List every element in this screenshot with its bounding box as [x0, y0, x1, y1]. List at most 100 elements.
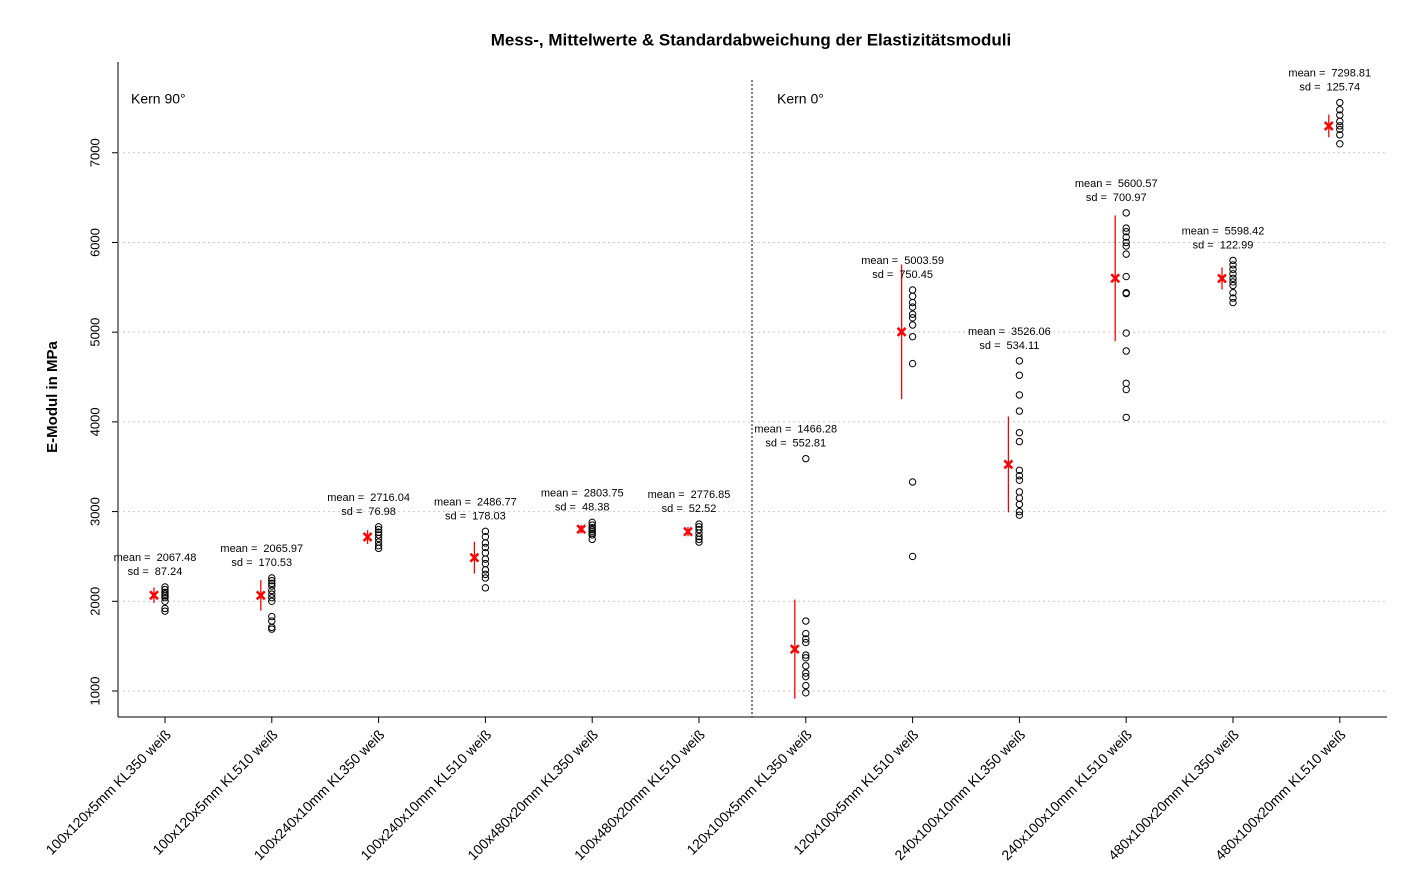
x-tick-label: 100x120x5mm KL510 weiß	[149, 726, 280, 857]
data-point	[908, 303, 917, 311]
mean-value: 2486.77	[477, 496, 517, 508]
mean-text: mean =	[220, 543, 257, 555]
mean-annotation: mean = 5598.42	[1182, 225, 1265, 237]
sd-value: 87.24	[155, 566, 183, 578]
sd-text: sd =	[765, 438, 786, 450]
data-point	[1336, 122, 1344, 130]
data-point	[1122, 413, 1130, 422]
mean-marker	[576, 524, 587, 535]
data-point	[695, 525, 703, 534]
data-point	[908, 310, 917, 318]
data-point	[1122, 242, 1130, 250]
mean-text: mean =	[968, 326, 1005, 338]
data-point	[481, 566, 490, 574]
sd-text: sd =	[445, 510, 466, 522]
sd-annotation: sd = 552.81	[765, 438, 826, 450]
data-point	[1015, 507, 1024, 516]
y-tick-label: 1000	[87, 677, 102, 706]
data-point	[374, 531, 383, 539]
data-point	[802, 681, 810, 690]
data-point	[802, 669, 810, 677]
sd-value: 552.81	[793, 438, 827, 450]
sd-annotation: sd = 534.11	[979, 340, 1039, 352]
data-point	[1015, 437, 1024, 446]
data-point	[1015, 391, 1024, 399]
mean-annotation: mean = 1466.28	[754, 424, 837, 436]
x-tick-label: 120x100x5mm KL350 weiß	[683, 726, 814, 857]
sd-text: sd =	[979, 340, 1000, 352]
sd-value: 170.53	[259, 557, 293, 569]
sd-annotation: sd = 52.52	[662, 503, 717, 515]
y-axis-label: E-Modul in MPa	[44, 341, 61, 453]
mean-text: mean =	[1182, 225, 1219, 237]
mean-marker	[149, 590, 159, 601]
sd-value: 534.11	[1007, 340, 1040, 352]
panel-label: Kern 0°	[777, 91, 824, 107]
data-point	[1122, 233, 1130, 241]
sd-annotation: sd = 178.03	[445, 510, 506, 522]
sd-annotation: sd = 87.24	[128, 566, 183, 578]
data-point	[268, 625, 276, 633]
data-point	[1015, 488, 1024, 496]
data-point	[1229, 270, 1237, 278]
chart-title: Mess-, Mittelwerte & Standardabweichung …	[491, 30, 1011, 49]
data-point	[1015, 476, 1024, 484]
data-point	[802, 672, 810, 681]
data-point	[1336, 140, 1344, 148]
data-point	[374, 544, 383, 553]
data-point	[268, 586, 276, 595]
data-point	[908, 314, 917, 322]
data-point	[1015, 428, 1024, 437]
mean-marker	[469, 552, 480, 563]
mean-annotation: mean = 7298.81	[1288, 67, 1371, 79]
mean-text: mean =	[1075, 178, 1112, 190]
data-point	[481, 527, 490, 536]
data-point	[481, 574, 490, 582]
sd-value: 76.98	[368, 506, 396, 518]
y-tick-label: 4000	[87, 407, 102, 436]
data-point	[802, 654, 810, 662]
sd-text: sd =	[1193, 239, 1214, 251]
sd-text: sd =	[872, 269, 893, 281]
data-point	[1015, 471, 1024, 480]
x-tick-label: 120x100x5mm KL510 weiß	[790, 726, 921, 857]
data-point	[908, 552, 917, 561]
mean-text: mean =	[327, 492, 364, 504]
data-point	[374, 534, 383, 543]
data-point	[1229, 278, 1237, 286]
data-point	[268, 579, 276, 588]
mean-marker	[1217, 273, 1227, 284]
data-point	[374, 541, 383, 550]
y-tick-label: 6000	[87, 228, 102, 257]
data-point	[695, 532, 703, 541]
data-point	[268, 574, 276, 582]
mean-marker	[362, 532, 373, 542]
data-point	[908, 478, 917, 486]
data-point	[1015, 371, 1024, 379]
data-point	[1336, 125, 1344, 134]
data-point	[268, 617, 276, 625]
data-point	[588, 535, 596, 544]
data-point	[1122, 347, 1130, 355]
mean-value: 2067.48	[157, 552, 197, 564]
data-point	[802, 454, 810, 463]
data-point	[1229, 265, 1237, 274]
mean-annotation: mean = 2716.04	[327, 492, 410, 504]
mean-annotation: mean = 2486.77	[434, 496, 517, 508]
data-point	[161, 607, 169, 615]
data-point	[481, 555, 490, 563]
data-point	[1015, 357, 1024, 365]
data-point	[1229, 294, 1237, 302]
sd-text: sd =	[231, 557, 252, 569]
data-point	[908, 359, 917, 368]
sd-value: 52.52	[689, 503, 717, 515]
mean-text: mean =	[541, 487, 578, 499]
panel-label: Kern 90°	[131, 91, 186, 107]
x-tick-label: 100x120x5mm KL350 weiß	[42, 726, 173, 857]
mean-marker	[255, 590, 266, 601]
data-point	[161, 604, 169, 613]
data-point	[1229, 261, 1237, 269]
sd-annotation: sd = 170.53	[231, 557, 292, 569]
mean-value: 5600.57	[1118, 178, 1158, 190]
